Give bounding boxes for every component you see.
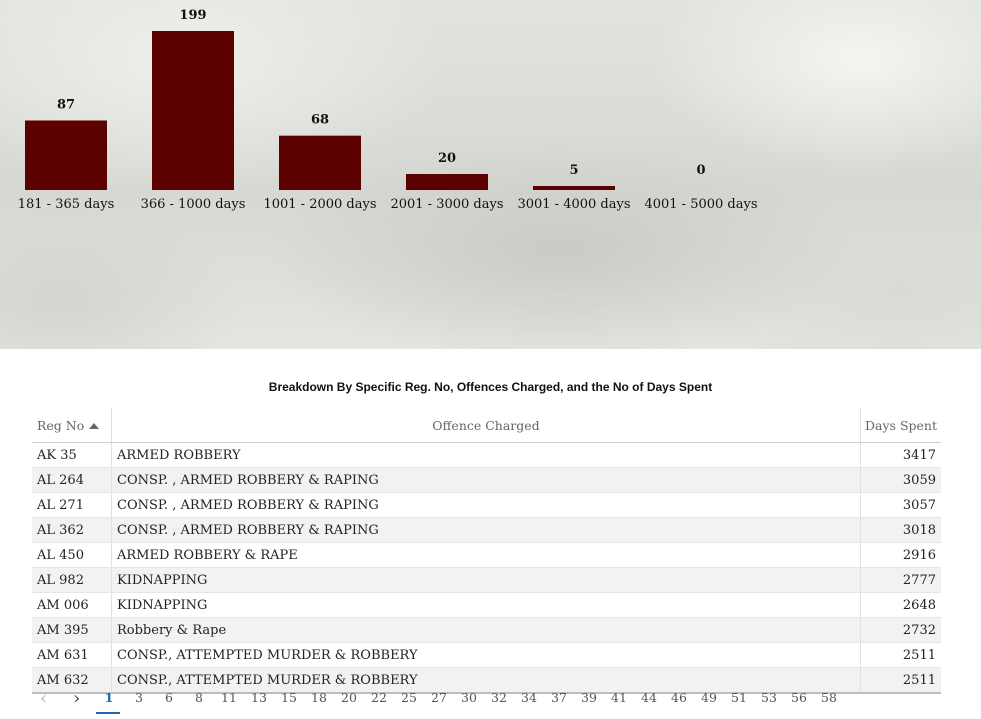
table-row[interactable]: AM 631 CONSP., ATTEMPTED MURDER & ROBBERY…	[32, 642, 941, 668]
reg-no-cell: AK 35	[32, 442, 112, 468]
days-spent-cell: 3059	[860, 467, 941, 493]
table-row[interactable]: AK 35 ARMED ROBBERY 3417	[32, 442, 941, 468]
category-label: 4001 - 5000 days	[644, 197, 757, 212]
offence-cell: KIDNAPPING	[111, 567, 861, 593]
bar-value-label: 68	[311, 113, 329, 128]
offence-cell: CONSP., ATTEMPTED MURDER & ROBBERY	[111, 642, 861, 668]
pagination: ‹ › 1 3 6 8 11 13 15 18 20 22 25 27 30 32 34 37 39 41 44 46…	[32, 686, 941, 716]
table-row[interactable]: AL 271 CONSP. , ARMED ROBBERY & RAPING 305…	[32, 492, 941, 518]
page-link[interactable]: 34	[521, 690, 537, 705]
bar	[152, 31, 234, 190]
bar	[533, 186, 615, 190]
table-row[interactable]: AL 362 CONSP. , ARMED ROBBERY & RAPING 301…	[32, 517, 941, 543]
reg-no-cell: AM 631	[32, 642, 112, 668]
reg-no-cell: AM 632	[32, 667, 112, 694]
page-link[interactable]: 41	[611, 690, 627, 705]
category-label: 181 - 365 days	[18, 197, 115, 212]
reg-no-cell: AL 362	[32, 517, 112, 543]
offence-cell: Robbery & Rape	[111, 617, 861, 643]
page-link[interactable]: 11	[221, 690, 237, 705]
days-spent-cell: 3417	[860, 442, 941, 468]
bar	[406, 174, 488, 190]
offence-cell: CONSP. , ARMED ROBBERY & RAPING	[111, 467, 861, 493]
table-row[interactable]: AM 632 CONSP., ATTEMPTED MURDER & ROBBERY…	[32, 667, 941, 694]
table-row[interactable]: AM 006 KIDNAPPING 2648	[32, 592, 941, 618]
page-link[interactable]: 53	[761, 690, 777, 705]
bar-value-label: 199	[179, 8, 206, 23]
page-link[interactable]: 58	[821, 690, 837, 705]
page-link[interactable]: 56	[791, 690, 807, 705]
days-spent-cell: 2511	[860, 667, 941, 694]
offence-cell: CONSP. , ARMED ROBBERY & RAPING	[111, 492, 861, 518]
category-label: 2001 - 3000 days	[390, 197, 503, 212]
reg-no-cell: AL 264	[32, 467, 112, 493]
page-link[interactable]: 25	[401, 690, 417, 705]
reg-no-cell: AM 395	[32, 617, 112, 643]
page-link[interactable]: 22	[371, 690, 387, 705]
reg-no-cell: AL 982	[32, 567, 112, 593]
bar-value-label: 5	[569, 163, 578, 178]
bar-value-label: 87	[57, 97, 75, 112]
page-link[interactable]: 1	[104, 690, 114, 705]
page-link[interactable]: 15	[281, 690, 297, 705]
days-spent-cell: 3057	[860, 492, 941, 518]
table-row[interactable]: AM 395 Robbery & Rape 2732	[32, 617, 941, 643]
days-spent-cell: 2916	[860, 542, 941, 568]
page-link[interactable]: 6	[165, 690, 173, 705]
column-header-offence-charged[interactable]: Offence Charged	[111, 408, 861, 443]
page-link[interactable]: 8	[195, 690, 203, 705]
days-spent-cell: 2511	[860, 642, 941, 668]
table-title: Breakdown By Specific Reg. No, Offences …	[268, 380, 713, 394]
sort-ascending-icon	[89, 423, 100, 429]
page-link[interactable]: 3	[135, 690, 143, 705]
reg-no-cell: AL 271	[32, 492, 112, 518]
page-link[interactable]: 13	[251, 690, 267, 705]
page-link[interactable]: 18	[311, 690, 327, 705]
page-link[interactable]: 20	[341, 690, 357, 705]
offence-cell: ARMED ROBBERY & RAPE	[111, 542, 861, 568]
page-link[interactable]: 37	[551, 690, 567, 705]
table-row[interactable]: AL 982 KIDNAPPING 2777	[32, 567, 941, 593]
table-header-row: Reg No Offence Charged Days Spent	[32, 408, 941, 443]
offence-cell: KIDNAPPING	[111, 592, 861, 618]
days-spent-cell: 2648	[860, 592, 941, 618]
column-header-reg-no[interactable]: Reg No	[32, 408, 112, 443]
days-spent-cell: 3018	[860, 517, 941, 543]
next-page-icon[interactable]: ›	[73, 688, 81, 709]
page-link[interactable]: 39	[581, 690, 597, 705]
offence-cell: CONSP., ATTEMPTED MURDER & ROBBERY	[111, 667, 861, 694]
bar	[25, 120, 107, 190]
page-link[interactable]: 27	[431, 690, 447, 705]
bar	[279, 135, 361, 190]
table-row[interactable]: AL 450 ARMED ROBBERY & RAPE 2916	[32, 542, 941, 568]
previous-page-icon[interactable]: ‹	[40, 688, 48, 709]
current-page-indicator	[96, 712, 120, 714]
bar-value-label: 0	[696, 163, 705, 178]
category-label: 366 - 1000 days	[141, 197, 246, 212]
page-link[interactable]: 30	[461, 690, 477, 705]
offence-cell: ARMED ROBBERY	[111, 442, 861, 468]
page-link[interactable]: 46	[671, 690, 687, 705]
category-label: 1001 - 2000 days	[263, 197, 376, 212]
reg-no-cell: AM 006	[32, 592, 112, 618]
page-link[interactable]: 32	[491, 690, 507, 705]
days-spent-bar-chart: 87 181 - 365 days 199 366 - 1000 days 68 1001…	[18, 8, 758, 212]
offences-table: Reg No Offence Charged Days Spent AK 35 A…	[32, 408, 941, 694]
column-header-days-spent[interactable]: Days Spent	[860, 408, 941, 443]
table-row[interactable]: AL 264 CONSP. , ARMED ROBBERY & RAPING 305…	[32, 467, 941, 493]
category-label: 3001 - 4000 days	[517, 197, 630, 212]
reg-no-cell: AL 450	[32, 542, 112, 568]
page-link[interactable]: 49	[701, 690, 717, 705]
page-link[interactable]: 51	[731, 690, 747, 705]
days-spent-cell: 2777	[860, 567, 941, 593]
bar-value-label: 20	[438, 151, 456, 166]
days-spent-cell: 2732	[860, 617, 941, 643]
page-link[interactable]: 44	[641, 690, 657, 705]
offence-cell: CONSP. , ARMED ROBBERY & RAPING	[111, 517, 861, 543]
page-links: 1 3 6 8 11 13 15 18 20 22 25 27 30 32 34 37 39 41 44 46 49 51…	[94, 690, 844, 705]
